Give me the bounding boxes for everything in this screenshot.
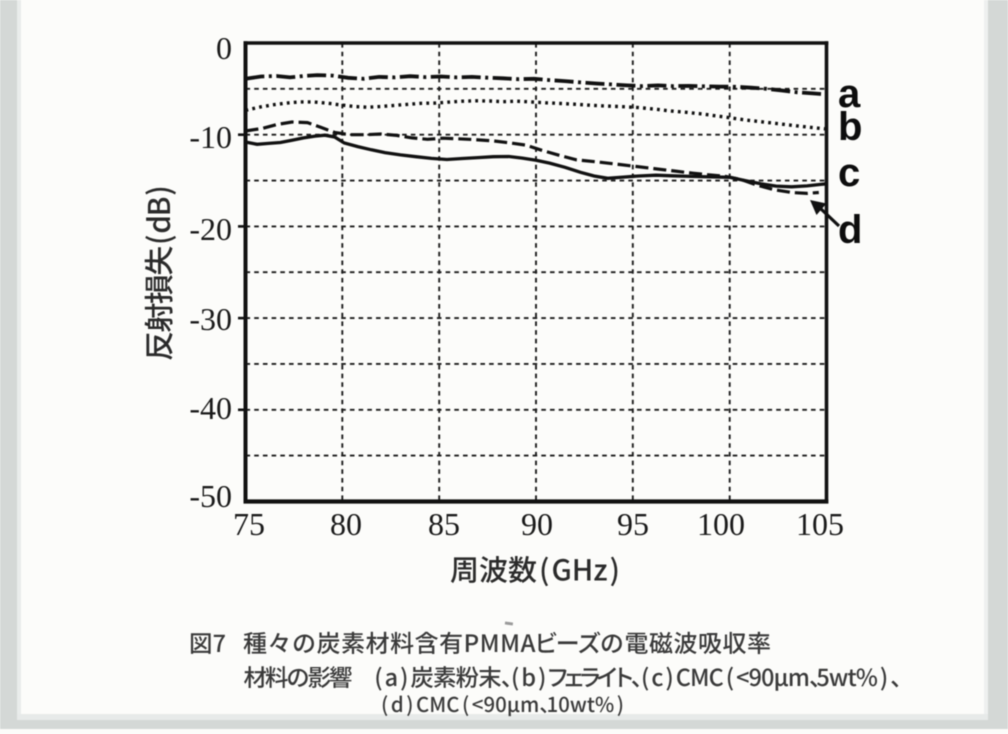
- svg-text:80: 80: [330, 506, 362, 542]
- svg-text:b: b: [838, 105, 862, 149]
- svg-text:-20: -20: [189, 211, 232, 247]
- svg-text:85: 85: [428, 506, 460, 542]
- svg-text:a: a: [838, 72, 861, 116]
- svg-text:c: c: [838, 151, 860, 195]
- svg-text:95: 95: [617, 506, 649, 542]
- svg-text:75: 75: [233, 506, 265, 542]
- svg-text:-10: -10: [189, 119, 232, 155]
- svg-text:-50: -50: [189, 478, 232, 514]
- svg-text:90: 90: [521, 506, 553, 542]
- svg-text:0: 0: [216, 30, 232, 66]
- svg-text:100: 100: [697, 506, 745, 542]
- svg-text:-30: -30: [189, 301, 232, 337]
- svg-text:-40: -40: [189, 390, 232, 426]
- svg-text:105: 105: [796, 506, 844, 542]
- svg-text:d: d: [838, 208, 862, 252]
